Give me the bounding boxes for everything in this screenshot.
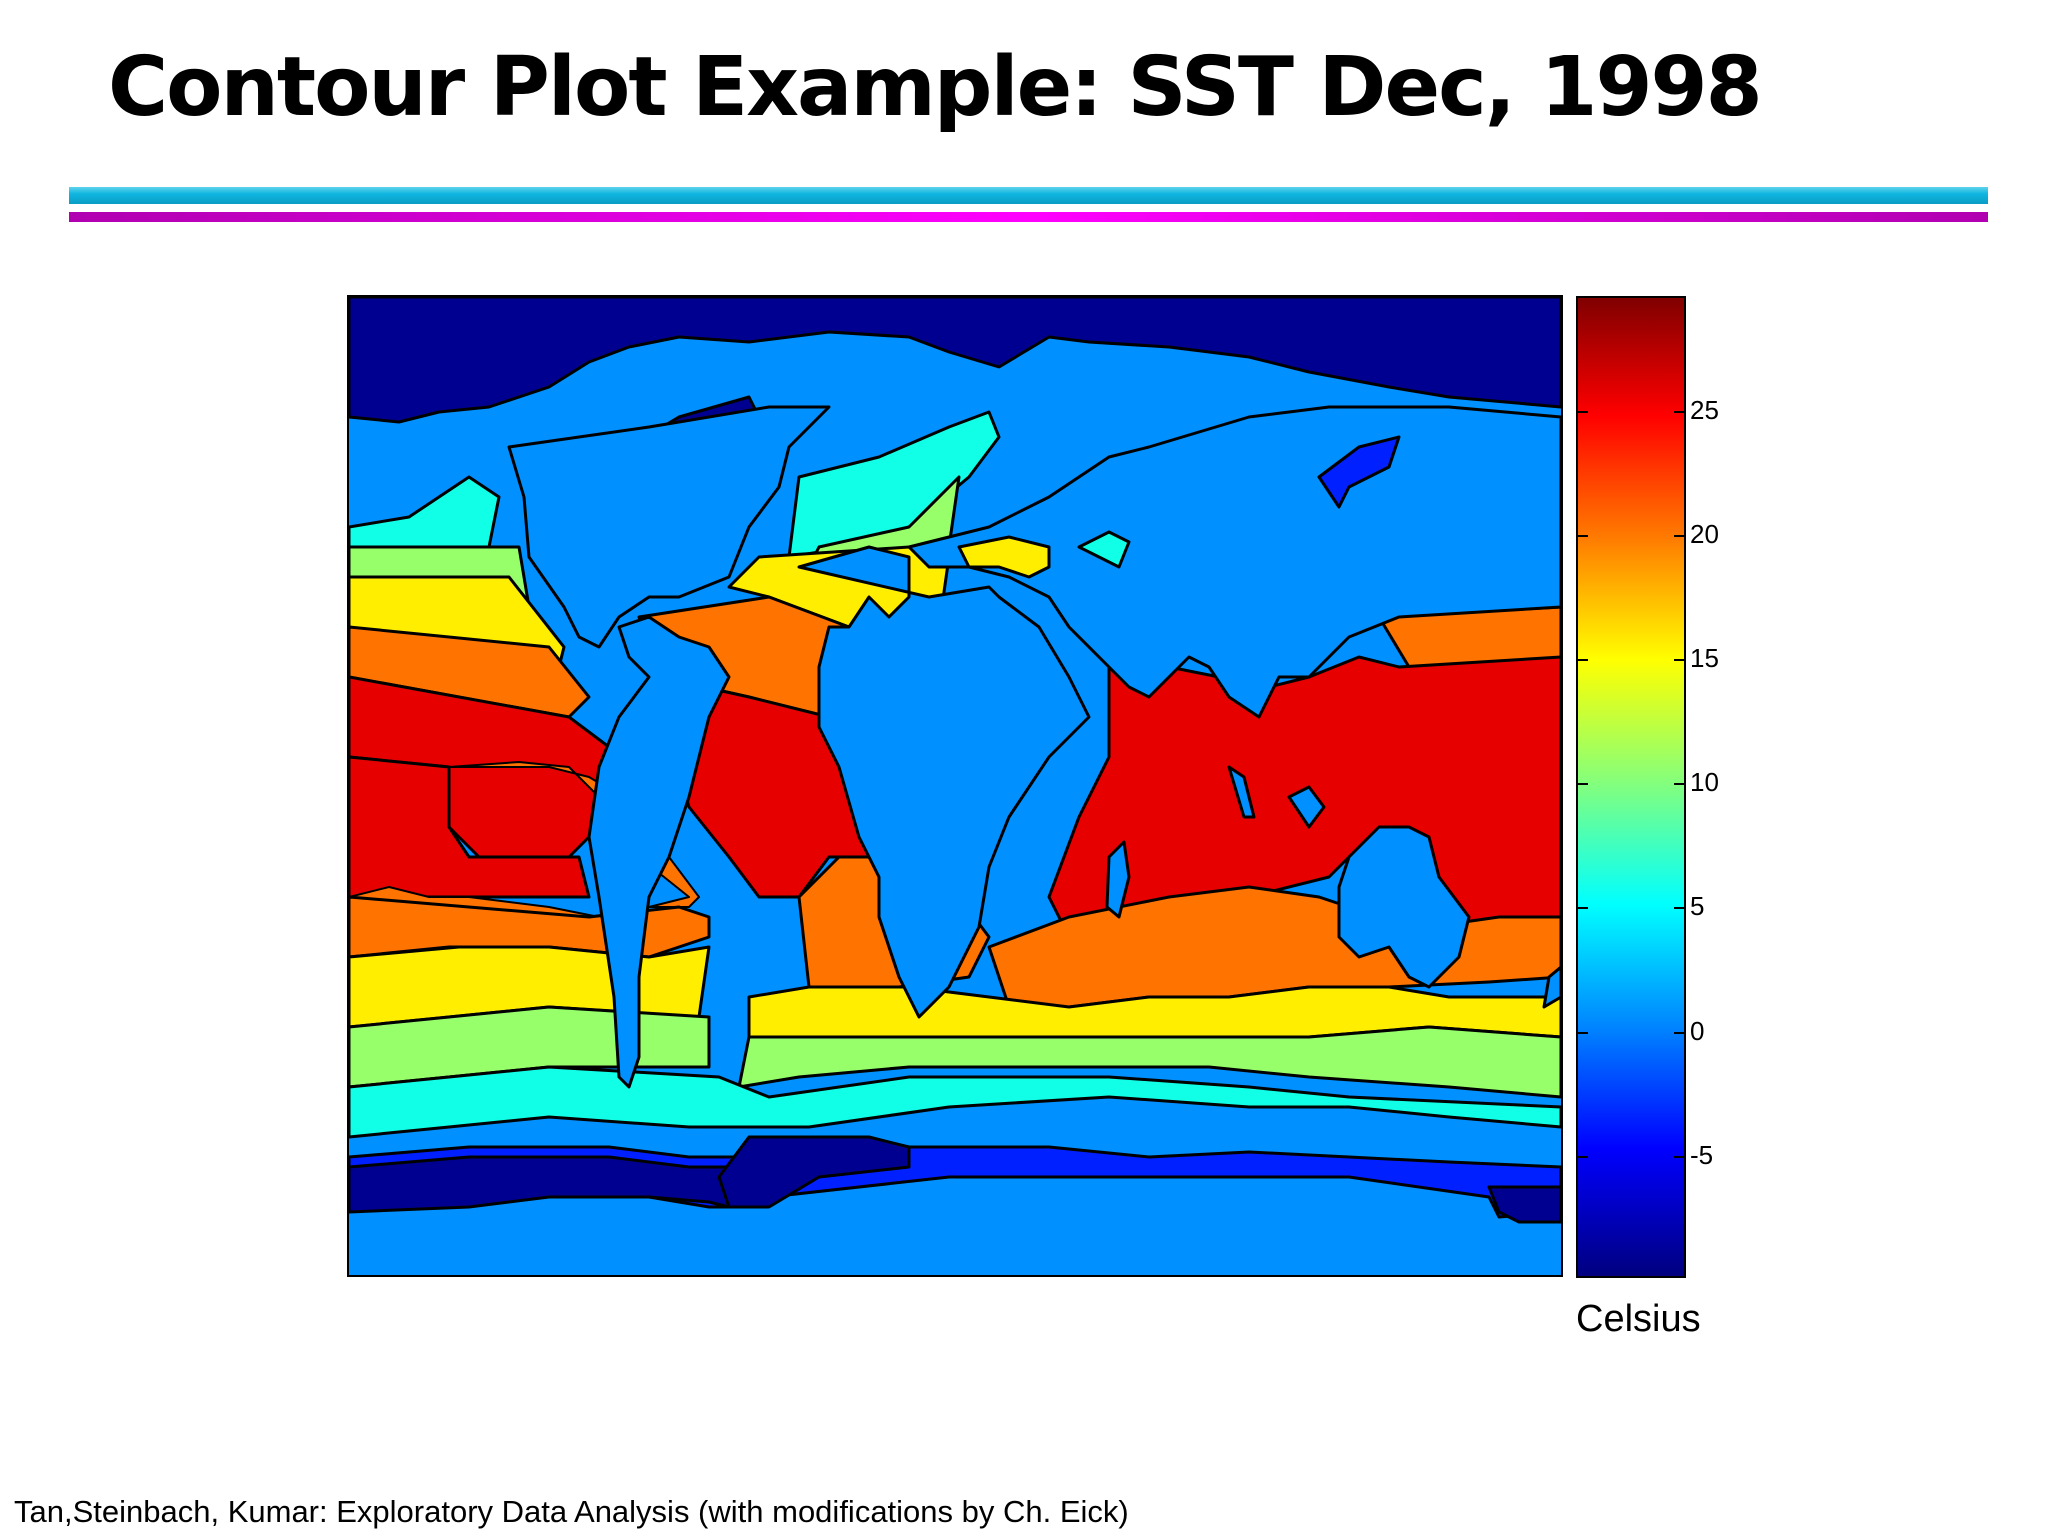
colorbar-tick bbox=[1578, 783, 1588, 785]
slide-title: Contour Plot Example: SST Dec, 1998 bbox=[108, 40, 1763, 135]
colorbar-tick bbox=[1674, 659, 1684, 661]
colorbar-tick bbox=[1578, 535, 1588, 537]
colorbar-unit-label: Celsius bbox=[1576, 1298, 1701, 1340]
colorbar-tick bbox=[1578, 659, 1588, 661]
contour-map-graphic bbox=[349, 297, 1561, 1275]
colorbar-tick-label: 5 bbox=[1690, 891, 1705, 921]
colorbar-tick-label: -5 bbox=[1690, 1140, 1714, 1170]
colorbar-tick bbox=[1674, 1156, 1684, 1158]
colorbar-tick bbox=[1578, 1032, 1588, 1034]
colorbar-tick-label: 20 bbox=[1690, 519, 1719, 549]
colorbar-tick bbox=[1578, 1156, 1588, 1158]
colorbar-tick bbox=[1578, 907, 1588, 909]
title-divider-cyan bbox=[69, 187, 1988, 204]
colorbar-tick-label: 0 bbox=[1690, 1016, 1705, 1046]
colorbar bbox=[1576, 296, 1686, 1278]
colorbar-tick-label: 15 bbox=[1690, 643, 1719, 673]
colorbar-tick bbox=[1674, 907, 1684, 909]
colorbar-tick bbox=[1674, 411, 1684, 413]
colorbar-tick bbox=[1578, 411, 1588, 413]
colorbar-tick bbox=[1674, 535, 1684, 537]
colorbar-tick bbox=[1674, 1032, 1684, 1034]
colorbar-tick-label: 25 bbox=[1690, 395, 1719, 425]
sst-contour-map bbox=[347, 295, 1563, 1277]
slide-footer-citation: Tan,Steinbach, Kumar: Exploratory Data A… bbox=[14, 1494, 1129, 1529]
colorbar-tick bbox=[1674, 783, 1684, 785]
title-divider-magenta bbox=[69, 212, 1988, 222]
colorbar-tick-label: 10 bbox=[1690, 767, 1719, 797]
